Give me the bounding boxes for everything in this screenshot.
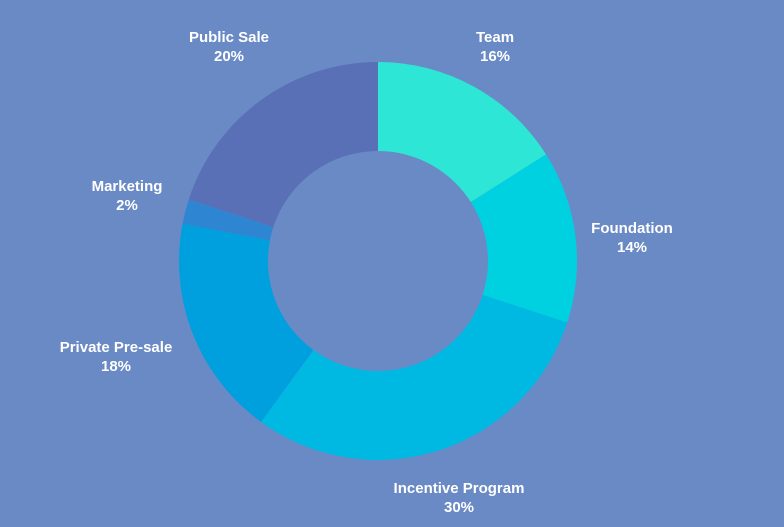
label-incentive-program-value: 30% xyxy=(443,499,475,516)
slice-marketing xyxy=(182,199,274,241)
label-team: Team 16% xyxy=(476,28,514,66)
slice-foundation xyxy=(470,154,577,323)
label-private-pre-sale-name: Private Pre-sale xyxy=(59,339,173,356)
label-public-sale-name: Public Sale xyxy=(188,29,270,46)
label-public-sale-value: 20% xyxy=(213,48,245,65)
label-team-name: Team xyxy=(475,29,515,46)
slice-incentive-program xyxy=(261,294,568,460)
slice-team xyxy=(378,62,547,203)
label-foundation: Foundation 14% xyxy=(591,219,673,257)
label-incentive-program-name: Incentive Program xyxy=(393,480,525,497)
label-incentive-program: Incentive Program 30% xyxy=(394,479,525,517)
label-marketing: Marketing 2% xyxy=(92,177,163,215)
label-private-pre-sale-value: 18% xyxy=(100,358,132,375)
label-private-pre-sale: Private Pre-sale 18% xyxy=(60,338,173,376)
slice-private-pre-sale xyxy=(179,223,314,422)
label-foundation-value: 14% xyxy=(616,239,648,256)
label-team-value: 16% xyxy=(479,48,511,65)
label-foundation-name: Foundation xyxy=(591,220,673,237)
label-marketing-value: 2% xyxy=(116,197,138,214)
label-marketing-name: Marketing xyxy=(91,178,163,195)
label-public-sale: Public Sale 20% xyxy=(189,28,269,66)
slice-public-sale xyxy=(188,62,378,228)
